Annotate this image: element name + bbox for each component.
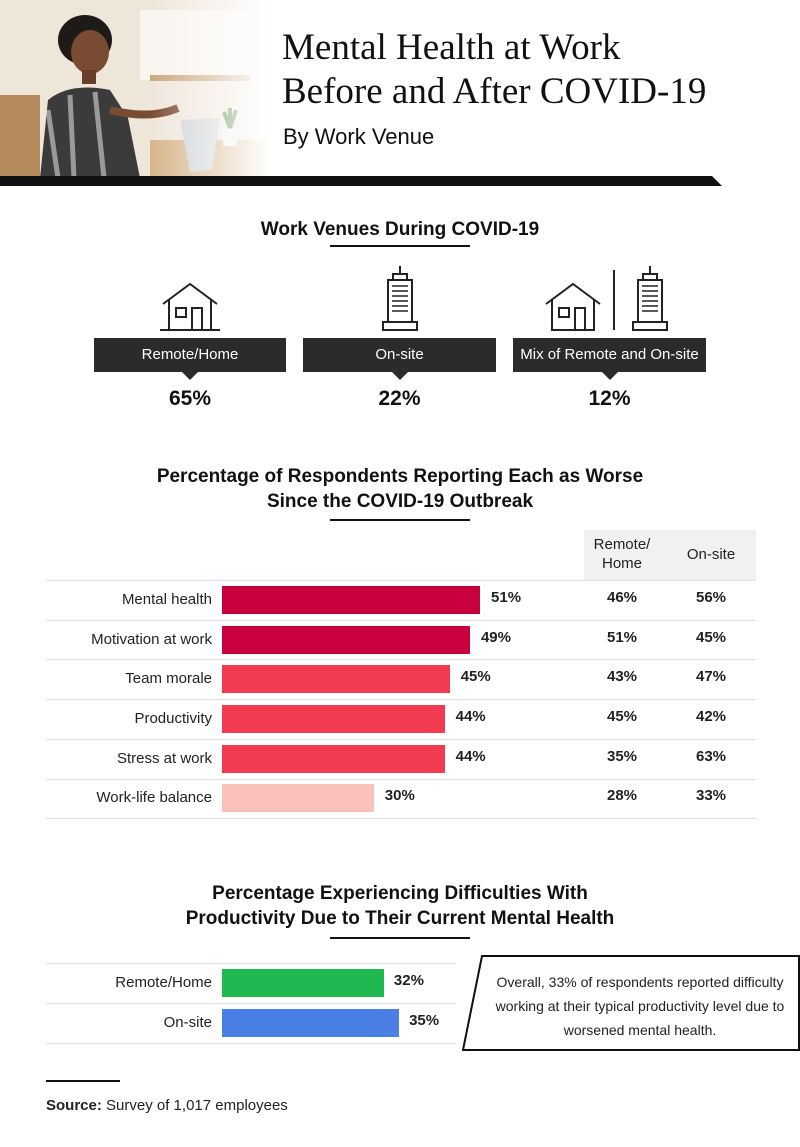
row-label: Remote/Home [115, 974, 212, 991]
remote-value: 46% [606, 588, 638, 606]
worse-heading-line-2: Since the COVID-19 Outbreak [266, 491, 534, 512]
callout-box [462, 955, 800, 1051]
source-note: Source: Survey of 1,017 employees [46, 1097, 288, 1114]
bar-value-label: 44% [455, 707, 486, 725]
row-label: Productivity [134, 709, 212, 727]
column-header-remote: Remote/ Home [592, 535, 652, 573]
header-photo [0, 0, 270, 178]
venue-label-remote: Remote/Home [94, 338, 286, 380]
row-divider [46, 739, 756, 740]
bar [222, 744, 445, 773]
row-label: Motivation at work [91, 630, 212, 648]
bar-value-label: 44% [455, 747, 486, 765]
remote-value: 43% [606, 668, 638, 686]
row-label: Mental health [121, 590, 212, 608]
worse-heading-line-1: Percentage of Respondents Reporting Each… [156, 466, 644, 487]
bar [222, 625, 470, 654]
column-header-background [584, 530, 756, 580]
bar-value-label: 30% [384, 787, 415, 805]
office-building-icon [382, 266, 418, 331]
row-divider [46, 779, 756, 780]
venue-value-remote: 65% [168, 387, 212, 410]
onsite-value: 47% [695, 668, 727, 686]
bar [222, 665, 450, 694]
onsite-value: 42% [695, 707, 727, 725]
remote-value: 51% [606, 628, 638, 646]
header-divider-bar [0, 176, 722, 186]
title-line-2: Before and After COVID-19 [282, 71, 707, 112]
house-icon [160, 282, 220, 331]
row-divider [46, 1003, 456, 1004]
source-label: Source: [46, 1097, 102, 1114]
worse-heading: Percentage of Respondents Reporting Each… [80, 464, 720, 514]
bar-value-label: 45% [460, 668, 491, 686]
bar-value-label: 32% [393, 972, 424, 989]
page-title: Mental Health at Work Before and After C… [282, 26, 782, 114]
difficulty-heading-underline [330, 937, 470, 939]
row-divider [46, 963, 456, 964]
bar [222, 969, 384, 997]
difficulty-heading: Percentage Experiencing Difficulties Wit… [100, 881, 700, 931]
column-header-remote-line-2: Home [601, 555, 642, 572]
onsite-value: 56% [695, 588, 727, 606]
row-label: Team morale [125, 670, 212, 688]
source-divider [46, 1080, 120, 1082]
venues-heading-underline [330, 245, 470, 247]
onsite-value: 63% [695, 747, 727, 765]
title-line-1: Mental Health at Work [282, 27, 621, 68]
bar [222, 704, 445, 733]
column-header-remote-line-1: Remote/ [593, 536, 651, 553]
row-label: Work-life balance [96, 789, 212, 807]
difficulty-heading-line-1: Percentage Experiencing Difficulties Wit… [212, 883, 588, 904]
bar-value-label: 35% [409, 1012, 440, 1029]
bar [222, 585, 481, 614]
row-divider [46, 1043, 456, 1044]
onsite-value: 33% [695, 787, 727, 805]
onsite-value: 45% [695, 628, 727, 646]
remote-value: 35% [606, 747, 638, 765]
house-and-building-icon [545, 266, 668, 331]
page-subtitle: By Work Venue [283, 124, 435, 149]
row-divider [46, 699, 756, 700]
callout-text: Overall, 33% of respondents reported dif… [495, 974, 785, 1038]
venue-label-mix: Mix of Remote and On-site [513, 338, 706, 380]
venue-value-onsite: 22% [378, 387, 421, 410]
worse-heading-underline [330, 519, 470, 521]
difficulty-heading-line-2: Productivity Due to Their Current Mental… [185, 908, 615, 929]
venue-label-onsite: On-site [303, 338, 496, 380]
row-divider [46, 659, 756, 660]
row-label: On-site [163, 1014, 212, 1031]
column-header-onsite: On-site [686, 546, 736, 563]
row-label: Stress at work [116, 749, 212, 767]
bar [222, 1009, 400, 1037]
row-divider [46, 818, 756, 819]
bar-value-label: 51% [491, 588, 522, 606]
venue-value-mix: 12% [588, 387, 631, 410]
remote-value: 28% [606, 787, 638, 805]
bar-value-label: 49% [480, 628, 511, 646]
remote-value: 45% [606, 707, 638, 725]
row-divider [46, 580, 756, 581]
source-text: Survey of 1,017 employees [101, 1097, 288, 1114]
bar [222, 784, 374, 813]
venues-heading: Work Venues During COVID-19 [260, 219, 540, 240]
row-divider [46, 620, 756, 621]
